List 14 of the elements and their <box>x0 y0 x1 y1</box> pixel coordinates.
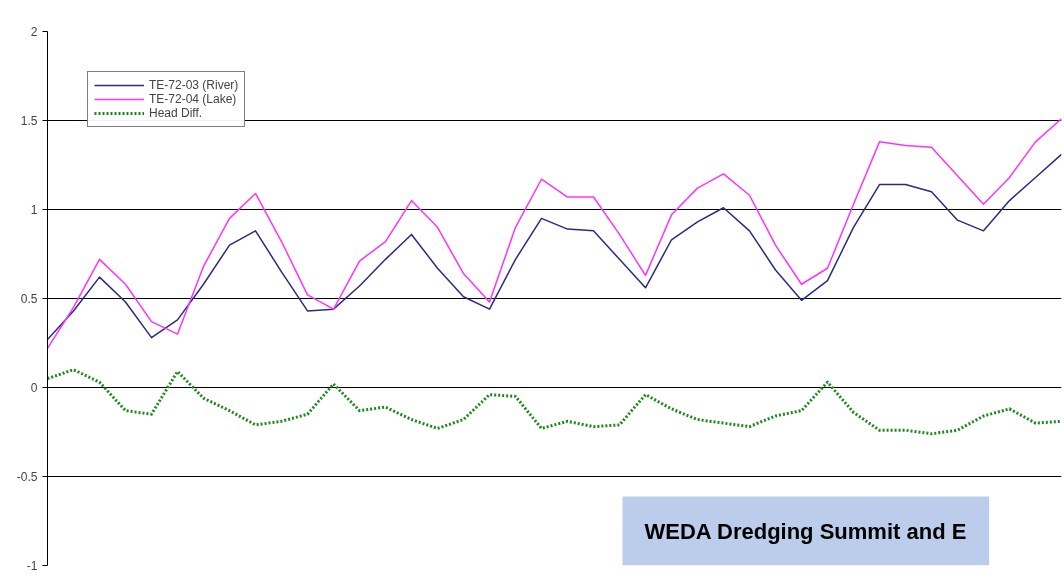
y-tick-label: -0.5 <box>16 470 38 484</box>
y-tick-label: 0.5 <box>20 292 38 306</box>
legend-label: Head Diff. <box>149 106 203 120</box>
legend-label: TE-72-03 (River) <box>149 78 239 92</box>
line-series <box>47 117 1062 350</box>
y-tick-label: 1.5 <box>20 114 38 128</box>
y-tick-label: 1 <box>30 203 38 217</box>
y-tick-label: 0 <box>30 381 38 395</box>
y-tick-label: 2 <box>30 25 38 39</box>
y-tick-label: -1 <box>26 559 38 573</box>
line-series <box>47 153 1062 341</box>
line-series <box>47 368 1062 436</box>
annotation: WEDA Dredging Summit and E <box>644 518 967 544</box>
legend-label: TE-72-04 (Lake) <box>149 92 237 106</box>
